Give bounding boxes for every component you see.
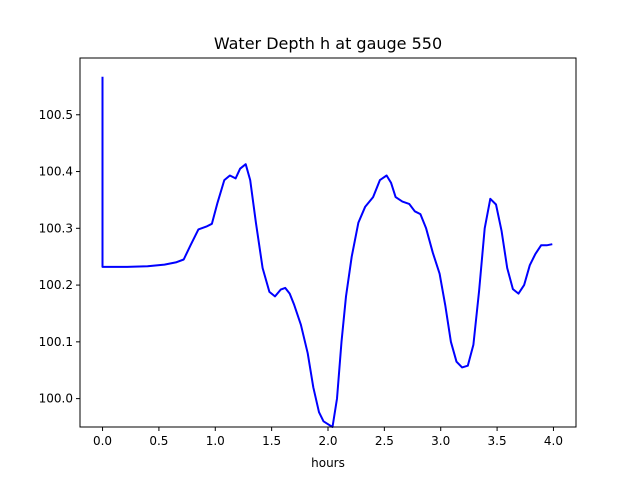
y-tick-label: 100.0 (39, 392, 73, 406)
x-tick-label: 3.0 (431, 434, 450, 448)
y-tick-label: 100.3 (39, 221, 73, 235)
y-axis-ticks: 100.0 100.1 100.2 100.3 100.4 100.5 (39, 108, 80, 406)
x-tick-label: 3.5 (488, 434, 507, 448)
x-tick-label: 4.0 (544, 434, 563, 448)
x-tick-label: 1.5 (262, 434, 281, 448)
y-tick-label: 100.4 (39, 165, 73, 179)
y-tick-label: 100.2 (39, 278, 73, 292)
x-tick-label: 0.0 (93, 434, 112, 448)
y-tick-label: 100.1 (39, 335, 73, 349)
x-tick-label: 0.5 (149, 434, 168, 448)
y-tick-label: 100.5 (39, 108, 73, 122)
x-tick-label: 2.5 (375, 434, 394, 448)
plot-area (80, 58, 576, 427)
x-axis-ticks: 0.0 0.5 1.0 1.5 2.0 2.5 3.0 3.5 4.0 (93, 427, 563, 448)
x-tick-label: 2.0 (318, 434, 337, 448)
x-axis-label: hours (311, 456, 345, 470)
series-line (101, 76, 553, 428)
plot-frame (79, 57, 577, 428)
x-tick-label: 1.0 (206, 434, 225, 448)
chart-title: Water Depth h at gauge 550 (214, 34, 442, 53)
